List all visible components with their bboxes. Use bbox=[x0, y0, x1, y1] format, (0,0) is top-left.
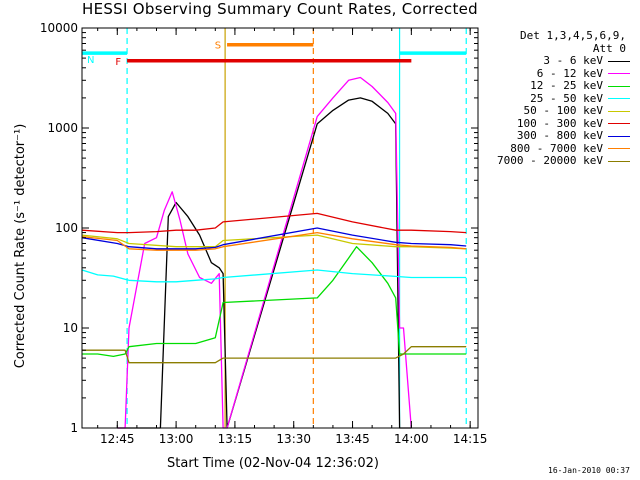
legend-entry: 7000 - 20000 keV bbox=[478, 154, 630, 168]
legend: Det 1,3,4,5,6,9, Att 0 3 - 6 keV 6 - 12 k… bbox=[478, 29, 630, 168]
legend-entry: 100 - 300 keV bbox=[478, 116, 630, 131]
series-line bbox=[117, 97, 412, 429]
flag-label: N bbox=[87, 55, 94, 66]
legend-entry-label: 12 - 25 keV bbox=[530, 79, 603, 92]
series-line bbox=[82, 246, 467, 358]
series-line bbox=[81, 212, 467, 234]
x-tick-label: 13:45 bbox=[335, 432, 370, 446]
legend-swatch bbox=[608, 123, 630, 125]
legend-entry-label: 800 - 7000 keV bbox=[510, 141, 603, 155]
legend-entry: 300 - 800 keV bbox=[478, 129, 630, 143]
x-tick-label: 14:15 bbox=[453, 432, 488, 446]
legend-entry-label: 50 - 100 keV bbox=[523, 104, 603, 117]
x-tick-label: 14:00 bbox=[394, 432, 429, 446]
flag-label: F bbox=[115, 57, 121, 68]
legend-swatch bbox=[608, 135, 630, 137]
legend-entry: 6 - 12 keV bbox=[478, 66, 630, 81]
chart-title: HESSI Observing Summary Count Rates, Cor… bbox=[82, 0, 478, 18]
x-axis-label: Start Time (02-Nov-04 12:36:02) bbox=[167, 456, 379, 471]
legend-swatch bbox=[608, 98, 630, 100]
x-tick-label: 13:15 bbox=[218, 432, 253, 446]
legend-entry: 3 - 6 keV bbox=[478, 54, 630, 68]
legend-entry-label: 25 - 50 keV bbox=[530, 91, 603, 105]
x-tick-label: 13:30 bbox=[276, 432, 311, 446]
legend-entry-label: 7000 - 20000 keV bbox=[497, 154, 603, 167]
legend-swatch bbox=[608, 148, 630, 150]
legend-title-detectors: Det 1,3,4,5,6,9, bbox=[520, 29, 626, 42]
legend-entry: 800 - 7000 keV bbox=[478, 141, 630, 156]
series-line bbox=[81, 269, 467, 283]
series-line bbox=[81, 234, 467, 250]
series-line bbox=[82, 346, 467, 364]
series-line bbox=[81, 231, 467, 251]
y-tick-label: 1 bbox=[70, 421, 78, 435]
legend-entry-label: 100 - 300 keV bbox=[516, 116, 603, 130]
legend-swatch bbox=[608, 110, 630, 112]
y-tick-label: 10000 bbox=[40, 21, 78, 35]
series-line bbox=[117, 76, 412, 429]
footer-date: 16-Jan-2010 00:37 bbox=[548, 466, 630, 475]
legend-swatch bbox=[608, 160, 630, 162]
series-line bbox=[81, 227, 467, 250]
y-axis-label: Corrected Count Rate (s⁻¹ detector⁻¹) bbox=[13, 124, 28, 369]
legend-entry-label: 3 - 6 keV bbox=[543, 54, 603, 67]
legend-entry: 12 - 25 keV bbox=[478, 79, 630, 93]
legend-swatch bbox=[608, 60, 630, 62]
x-tick-label: 13:00 bbox=[159, 432, 194, 446]
y-tick-label: 10 bbox=[63, 321, 78, 335]
legend-swatch bbox=[608, 85, 630, 87]
legend-swatch bbox=[608, 73, 630, 75]
plot-frame bbox=[81, 27, 479, 429]
legend-title-attenuator: Att 0 bbox=[592, 41, 626, 55]
legend-entry: 50 - 100 keV bbox=[478, 104, 630, 118]
y-tick-label: 100 bbox=[55, 221, 78, 235]
legend-entry-label: 6 - 12 keV bbox=[536, 66, 603, 80]
legend-entry-label: 300 - 800 keV bbox=[516, 129, 603, 142]
legend-entry: 25 - 50 keV bbox=[478, 91, 630, 106]
y-tick-label: 1000 bbox=[47, 121, 78, 135]
x-tick-label: 12:45 bbox=[100, 432, 135, 446]
flag-label: S bbox=[215, 41, 221, 52]
